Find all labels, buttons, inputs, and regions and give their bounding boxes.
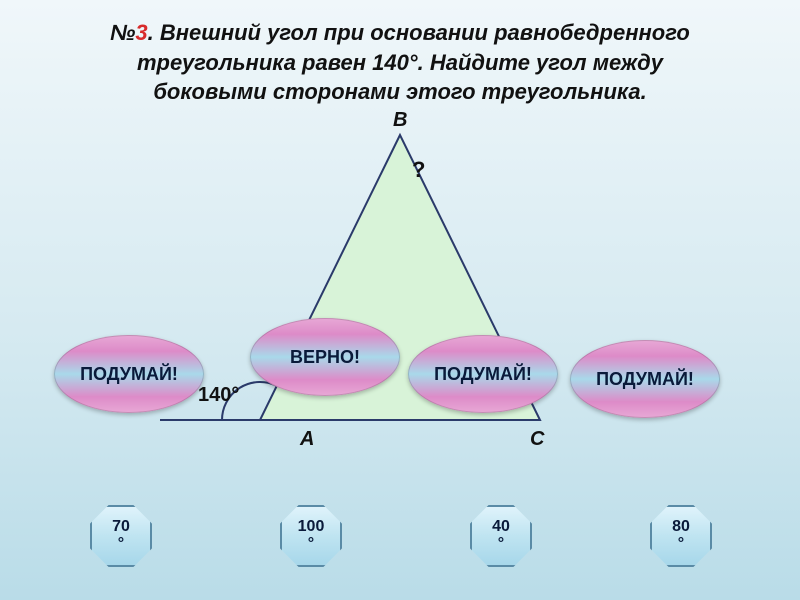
vertex-label-b: B <box>393 109 407 132</box>
question-text: №3. Внешний угол при основании равнобедр… <box>0 18 800 107</box>
feedback-wrong: ПОДУМАЙ! <box>54 335 204 413</box>
q-line2: треугольника равен 140°. Найдите угол ме… <box>137 50 663 75</box>
q-line1: . Внешний угол при основании равнобедрен… <box>148 20 690 45</box>
feedback-correct: ВЕРНО! <box>250 318 400 396</box>
answer-option[interactable]: 100° <box>280 505 342 567</box>
stage: №3. Внешний угол при основании равнобедр… <box>0 0 800 600</box>
feedback-wrong: ПОДУМАЙ! <box>570 340 720 418</box>
answer-option[interactable]: 70° <box>90 505 152 567</box>
answer-option[interactable]: 40° <box>470 505 532 567</box>
vertex-label-c: C <box>530 428 544 451</box>
feedback-wrong: ПОДУМАЙ! <box>408 335 558 413</box>
vertex-label-a: A <box>300 428 314 451</box>
problem-number: 3 <box>135 20 147 45</box>
apex-question-mark: ? <box>412 157 425 183</box>
answer-option[interactable]: 80° <box>650 505 712 567</box>
q-line3: боковыми сторонами этого треугольника. <box>153 79 646 104</box>
exterior-angle-label: 140° <box>198 384 239 407</box>
num-prefix: № <box>110 20 135 45</box>
exterior-arc <box>222 382 277 420</box>
